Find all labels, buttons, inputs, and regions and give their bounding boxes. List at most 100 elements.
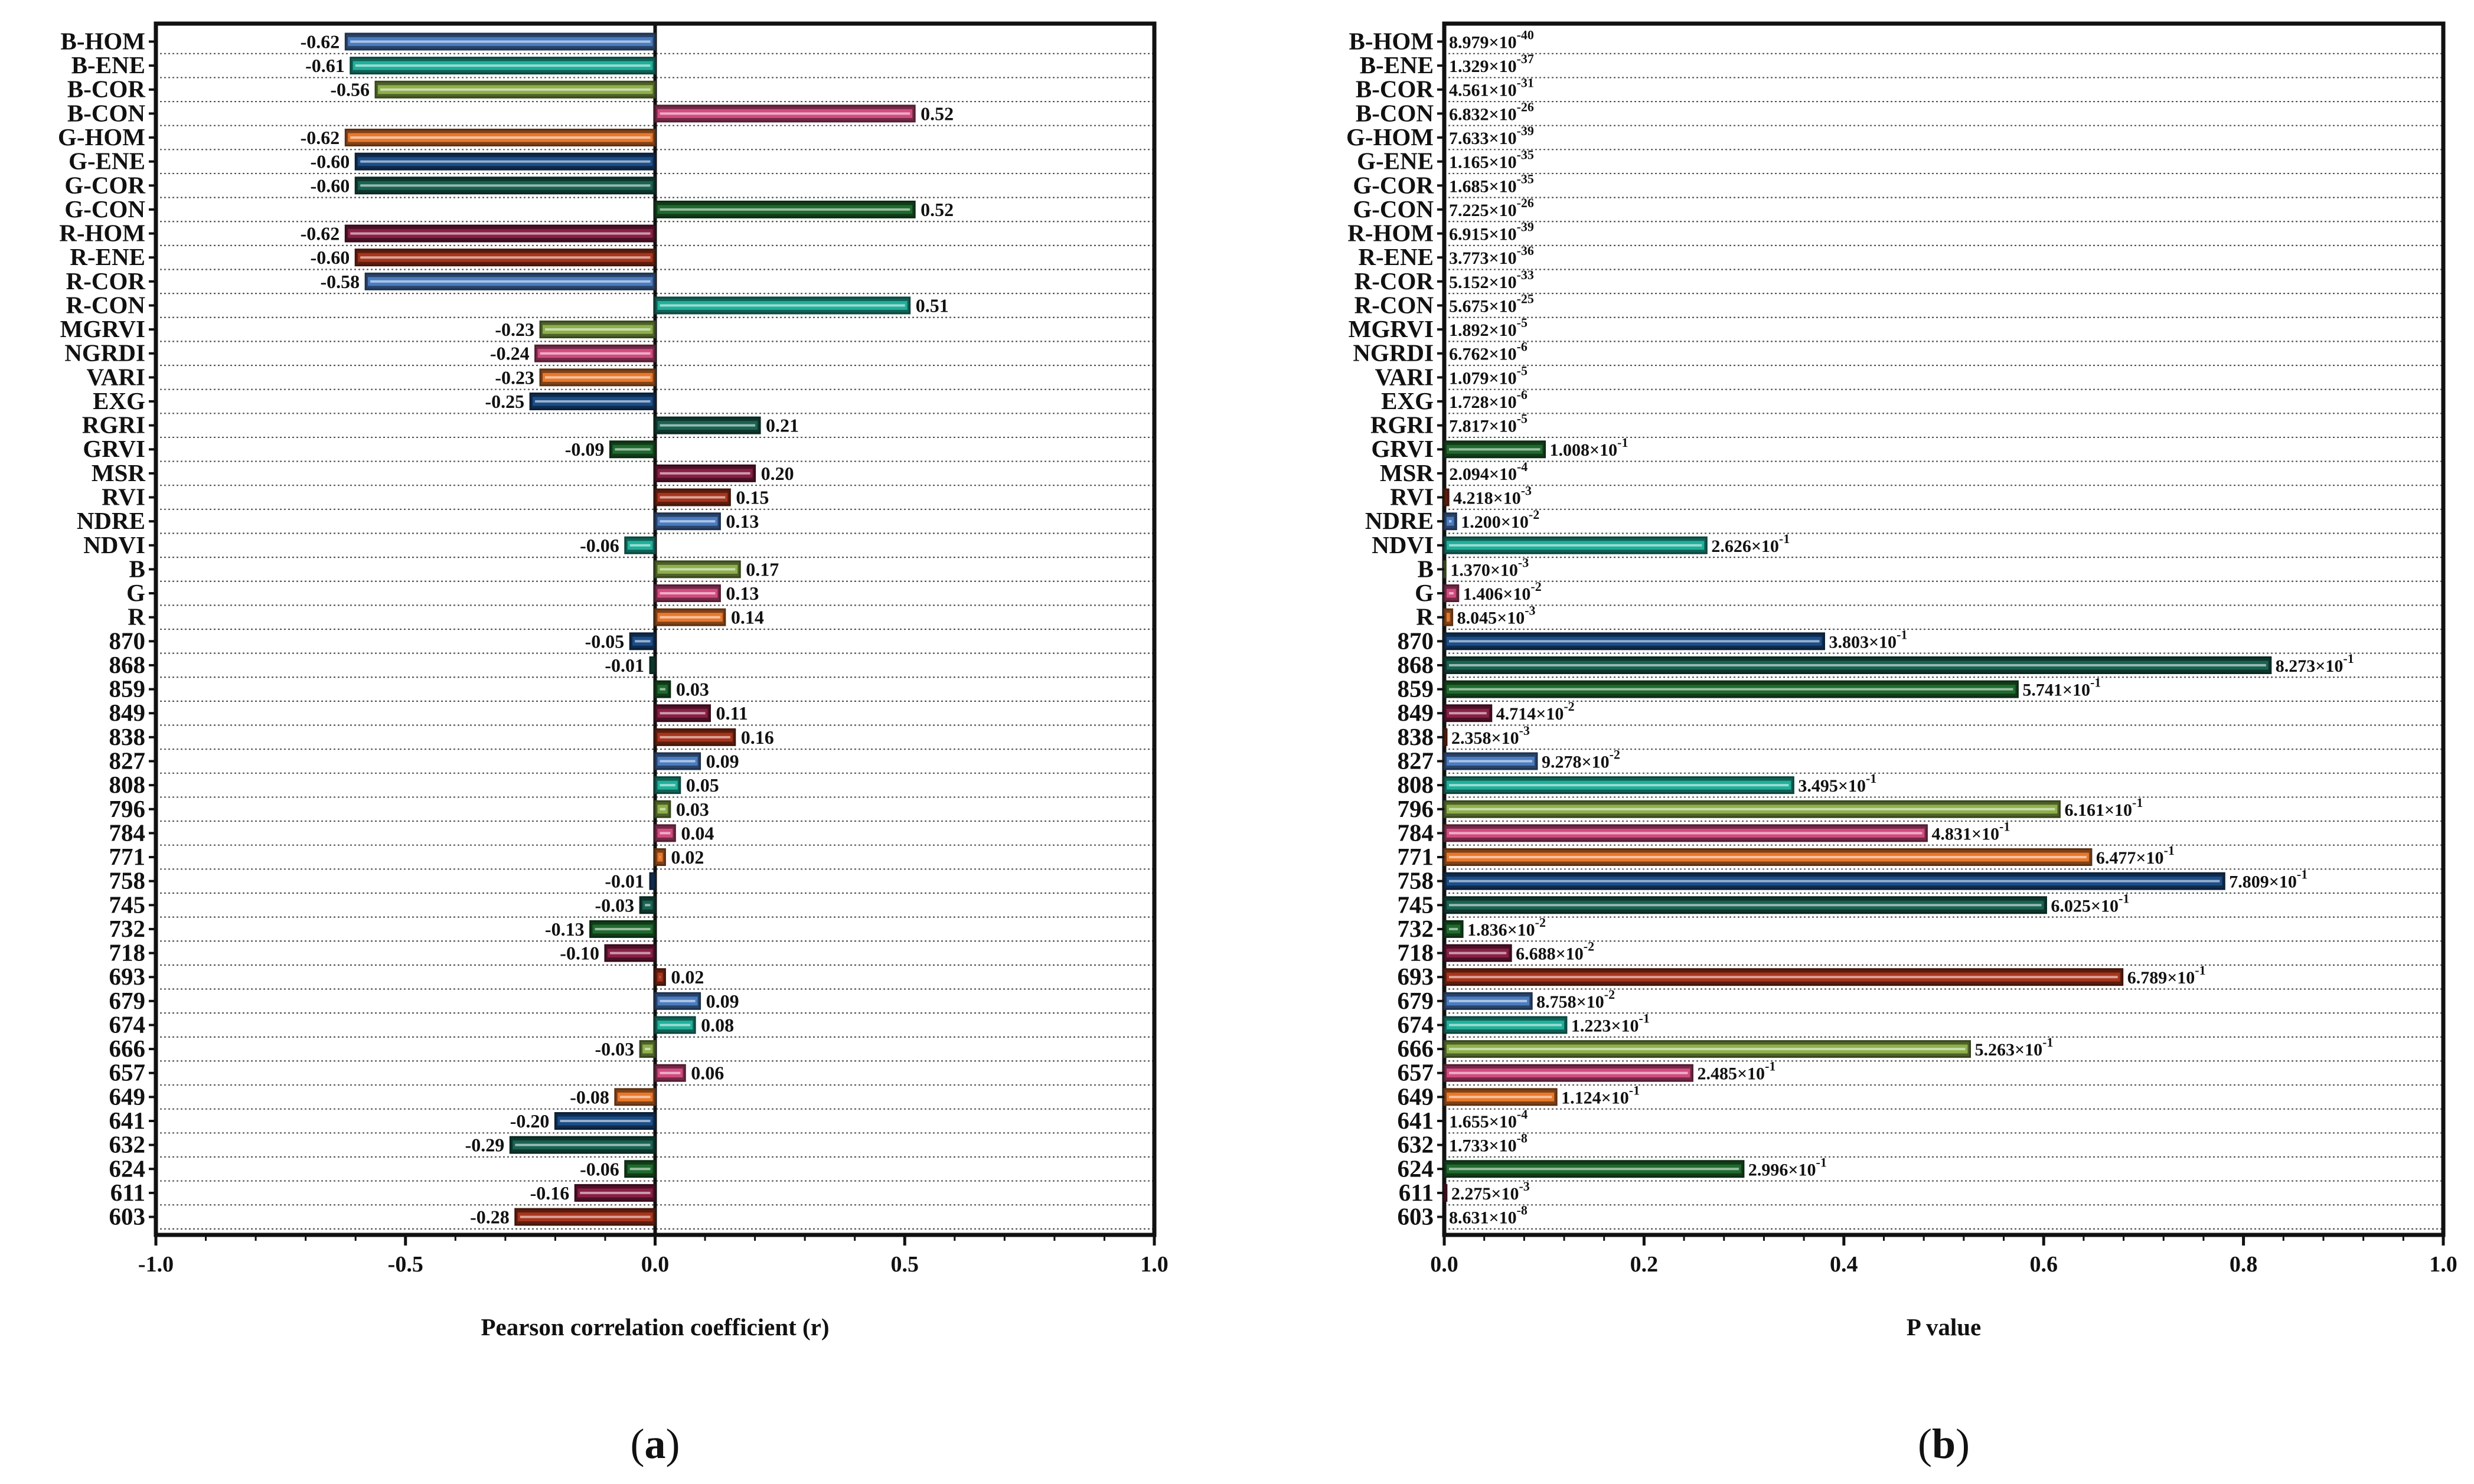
bar-679 <box>1443 992 1533 1010</box>
category-label-679: 679 <box>109 987 146 1014</box>
bar-r-con <box>654 296 911 315</box>
p-value-label: 3.803×10-1 <box>1829 627 1907 652</box>
p-value-mantissa: 5.263 <box>1974 1040 2015 1060</box>
value-label: -0.16 <box>530 1182 570 1204</box>
bar-r-ene <box>354 249 656 267</box>
category-label-exg: EXG <box>93 387 145 414</box>
bar-641 <box>554 1112 657 1130</box>
category-label-ngrdi: NGRDI <box>64 339 145 367</box>
value-label: -0.61 <box>305 55 345 76</box>
category-label-674: 674 <box>1398 1011 1434 1038</box>
p-value-exponent: -6 <box>1517 387 1528 402</box>
p-value-exponent: -2 <box>1604 987 1615 1002</box>
p-value-mantissa: 1.728 <box>1449 393 1489 412</box>
category-label-g: G <box>126 579 145 606</box>
p-value-label: 6.789×10-1 <box>2127 963 2206 988</box>
category-label-g-con: G-CON <box>1353 195 1434 223</box>
p-value-base: ×10 <box>1489 1112 1517 1132</box>
category-label-657: 657 <box>109 1059 146 1086</box>
value-label: 0.08 <box>701 1014 734 1035</box>
category-label-rvi: RVI <box>1390 483 1434 511</box>
category-label-808: 808 <box>1398 771 1434 798</box>
p-value-base: ×10 <box>1489 273 1517 292</box>
p-value-label: 1.406×10-2 <box>1463 579 1542 604</box>
category-label-g-cor: G-COR <box>64 171 145 198</box>
p-value-label: 6.161×10-1 <box>2064 795 2143 820</box>
value-label: -0.23 <box>495 367 534 388</box>
bar-657 <box>1443 1064 1693 1082</box>
p-value-exponent: -2 <box>1530 579 1541 594</box>
p-value-mantissa: 1.370 <box>1450 560 1490 580</box>
p-value-mantissa: 1.655 <box>1449 1112 1489 1132</box>
bar-624 <box>1443 1160 1745 1178</box>
p-value-exponent: -31 <box>1517 76 1534 90</box>
value-label: -0.03 <box>595 1038 634 1060</box>
bar-rgri <box>654 416 761 434</box>
value-label: 0.21 <box>766 415 799 436</box>
bar-827 <box>1443 752 1538 770</box>
category-label-603: 603 <box>109 1203 146 1230</box>
value-label: 0.20 <box>761 463 794 484</box>
category-label-666: 666 <box>1398 1035 1434 1062</box>
category-label-868: 868 <box>1398 651 1434 678</box>
bar-838 <box>654 728 736 746</box>
p-value-base: ×10 <box>1581 752 1609 772</box>
bar-g-con <box>654 200 916 218</box>
value-label: 0.13 <box>726 583 759 604</box>
p-value-base: ×10 <box>1489 104 1517 124</box>
bar-849 <box>1443 704 1493 723</box>
x-tick-label: 1.0 <box>1140 1252 1169 1277</box>
category-label-758: 758 <box>109 867 146 894</box>
p-value-base: ×10 <box>1489 321 1517 340</box>
value-label: 0.02 <box>671 846 704 868</box>
value-label: -0.09 <box>565 439 605 460</box>
value-label: -0.24 <box>490 343 530 364</box>
category-label-632: 632 <box>1398 1131 1434 1158</box>
category-label-rgri: RGRI <box>82 411 145 439</box>
p-value-base: ×10 <box>1556 944 1584 964</box>
value-label: -0.56 <box>330 79 370 100</box>
x-tick-label: 0.6 <box>2029 1252 2058 1277</box>
p-value-exponent: -35 <box>1517 148 1534 162</box>
category-label-r: R <box>1416 603 1434 630</box>
p-value-mantissa: 6.688 <box>1516 944 1556 964</box>
p-value-label: 3.495×10-1 <box>1798 771 1876 796</box>
p-value-mantissa: 6.161 <box>2064 800 2104 820</box>
category-label-msr: MSR <box>92 459 146 486</box>
bar-b-con <box>654 104 916 123</box>
category-label-657: 657 <box>1398 1059 1434 1086</box>
p-value-exponent: -1 <box>2090 675 2101 690</box>
category-label-838: 838 <box>109 723 146 750</box>
p-value-mantissa: 1.836 <box>1467 920 1507 940</box>
p-value-mantissa: 2.626 <box>1711 537 1751 556</box>
p-value-label: 1.124×10-1 <box>1561 1083 1640 1107</box>
p-value-mantissa: 5.675 <box>1449 296 1489 316</box>
category-label-849: 849 <box>1398 699 1434 726</box>
value-label: -0.20 <box>510 1110 550 1132</box>
p-value-exponent: -8 <box>1517 1203 1528 1218</box>
x-tick-label: 0.2 <box>1630 1252 1659 1277</box>
category-label-674: 674 <box>109 1011 146 1038</box>
p-value-label: 8.273×10-1 <box>2276 651 2354 676</box>
value-label: -0.01 <box>605 871 644 892</box>
p-value-mantissa: 1.223 <box>1571 1016 1611 1035</box>
p-value-exponent: -1 <box>2195 963 2205 978</box>
p-value-exponent: -25 <box>1517 291 1534 306</box>
category-label-r-ene: R-ENE <box>70 243 145 270</box>
p-value-exponent: -1 <box>1897 627 1907 642</box>
p-value-base: ×10 <box>2167 968 2195 988</box>
category-label-b-cor: B-COR <box>67 76 146 103</box>
bar-rvi <box>654 488 731 506</box>
p-value-exponent: -1 <box>1765 1059 1775 1074</box>
bar-b-hom <box>344 32 656 51</box>
p-value-label: 7.633×10-39 <box>1449 123 1534 148</box>
p-value-exponent: -1 <box>1617 435 1628 450</box>
bar-745 <box>639 896 657 914</box>
category-label-796: 796 <box>109 795 146 822</box>
p-value-label: 1.329×10-37 <box>1449 51 1534 76</box>
bar-693 <box>654 968 666 986</box>
bar-758 <box>1443 872 2225 890</box>
p-value-mantissa: 4.218 <box>1453 489 1493 508</box>
category-label-ndre: NDRE <box>1365 507 1434 534</box>
